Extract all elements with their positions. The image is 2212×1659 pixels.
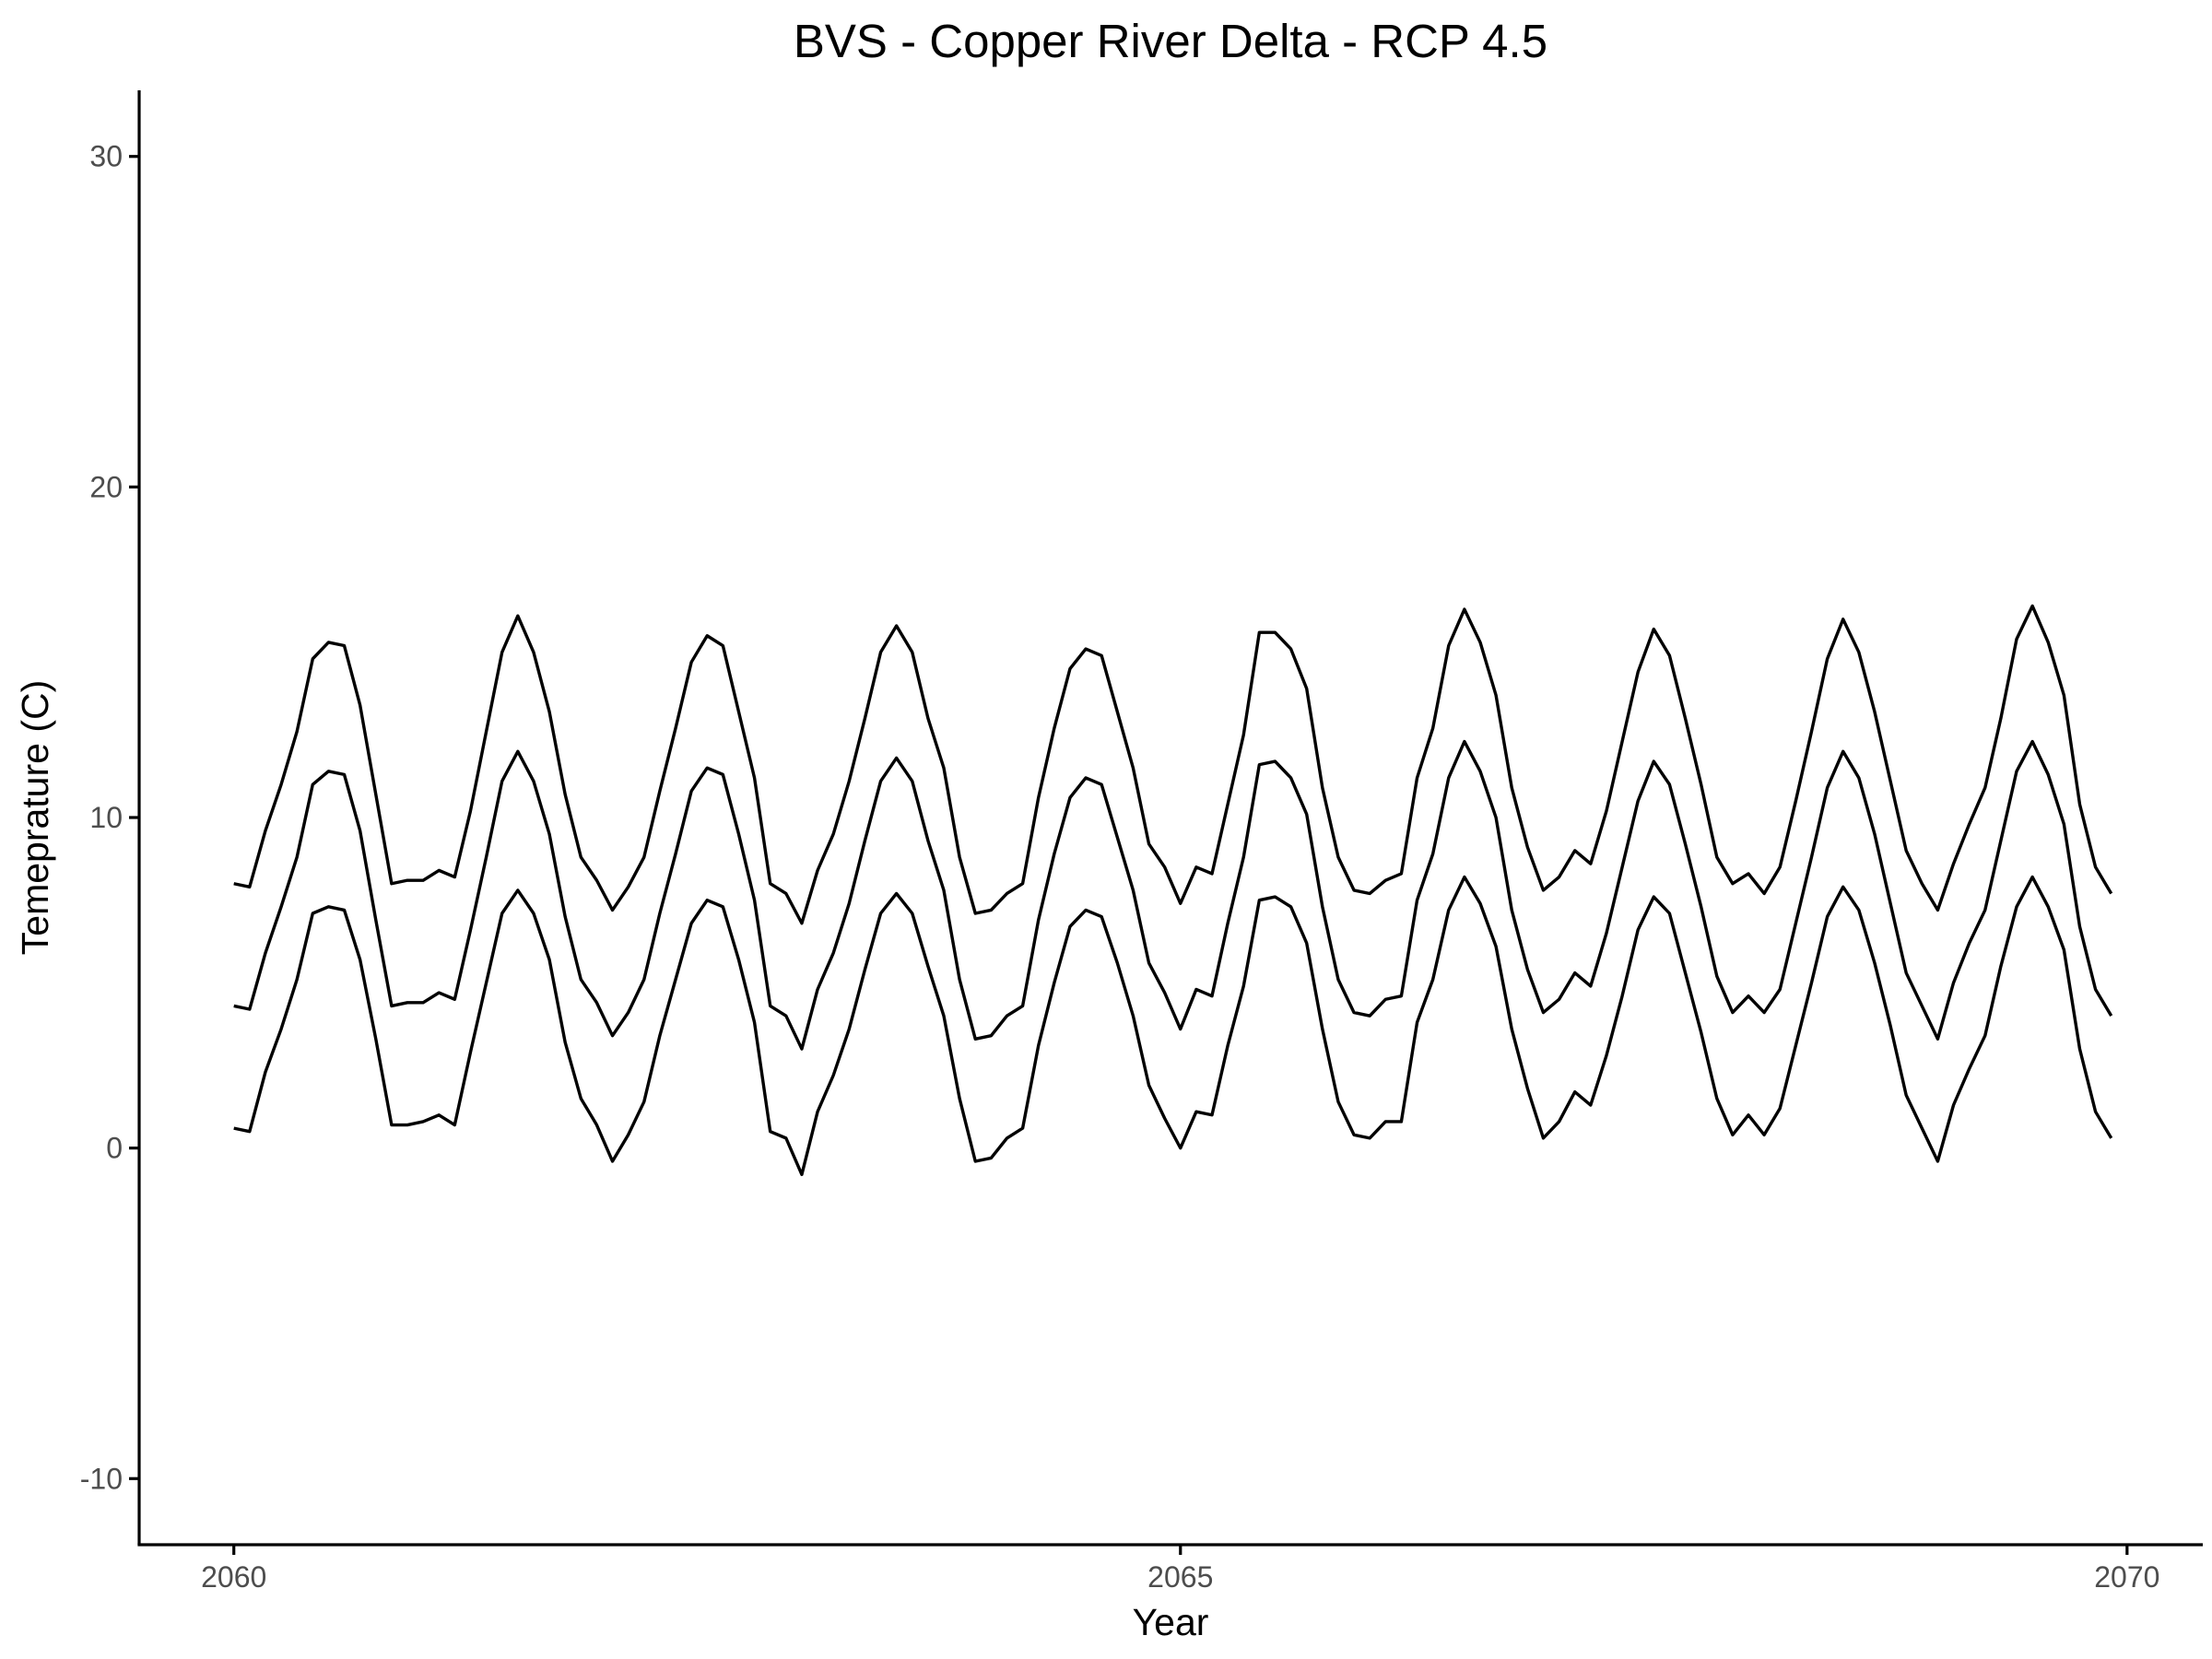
chart-title: BVS - Copper River Delta - RCP 4.5: [794, 15, 1547, 67]
y-axis-label: Temeprature (C): [14, 680, 56, 955]
series-line-3: [233, 875, 2113, 1177]
x-tick-label: 2060: [201, 1560, 266, 1594]
y-tick-label: 20: [89, 470, 123, 503]
x-tick-label: 2065: [1147, 1560, 1213, 1594]
y-tick-label: 30: [89, 140, 123, 173]
series-line-2: [233, 739, 2113, 1051]
y-axis-ticks: -10 0 10 20 30: [80, 140, 139, 1495]
x-axis-label: Year: [1133, 1601, 1209, 1643]
y-tick-label: 10: [89, 801, 123, 834]
plot-area: [233, 604, 2113, 1177]
x-tick-label: 2070: [2094, 1560, 2159, 1594]
y-tick-label: 0: [106, 1132, 123, 1165]
series-line-1: [233, 604, 2113, 925]
y-tick-label: -10: [80, 1462, 123, 1495]
x-axis-ticks: 2060 2065 2070: [201, 1545, 2159, 1594]
